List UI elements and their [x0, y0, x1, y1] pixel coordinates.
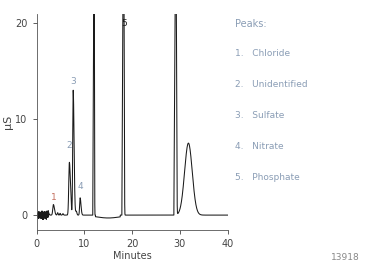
Text: 1: 1: [51, 193, 56, 202]
Text: 5.   Phosphate: 5. Phosphate: [235, 173, 299, 182]
Text: 4.   Nitrate: 4. Nitrate: [235, 142, 283, 151]
Text: 3: 3: [70, 76, 76, 86]
Text: 4: 4: [78, 182, 83, 191]
Y-axis label: μS: μS: [3, 114, 12, 129]
Text: 13918: 13918: [331, 253, 360, 262]
Text: 2: 2: [66, 141, 72, 150]
Text: 3.   Sulfate: 3. Sulfate: [235, 111, 284, 120]
X-axis label: Minutes: Minutes: [113, 251, 152, 261]
Text: 2.   Unidentified: 2. Unidentified: [235, 80, 308, 89]
Text: 1.   Chloride: 1. Chloride: [235, 49, 290, 58]
Text: 5: 5: [121, 19, 127, 28]
Text: Peaks:: Peaks:: [235, 19, 266, 29]
